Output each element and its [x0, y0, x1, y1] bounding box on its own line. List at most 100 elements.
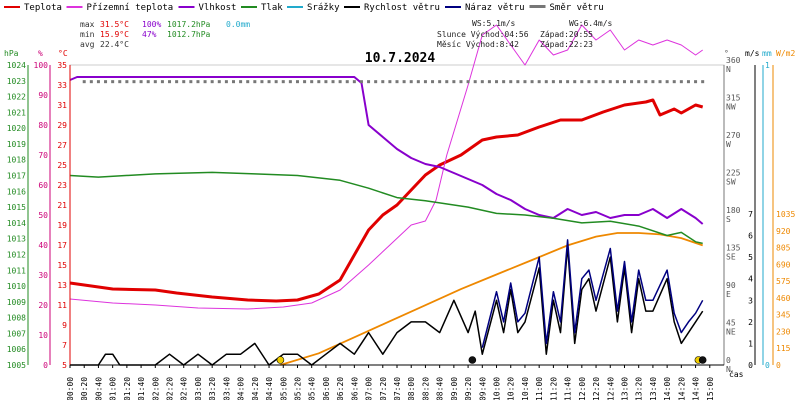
x-tick-label: 09:40: [478, 377, 487, 400]
tick-label-deg: 90: [726, 281, 736, 290]
series-line: [69, 76, 704, 225]
series-line: [69, 171, 703, 245]
x-tick-label: 04:00: [237, 377, 246, 400]
tick-label-hpa: 1009: [7, 298, 26, 307]
tick-label-pct: 40: [38, 241, 48, 250]
direction-dot: [232, 80, 235, 84]
direction-dot: [665, 80, 669, 84]
tick-label-hpa: 1014: [7, 219, 26, 228]
tick-label-deg: 225: [726, 169, 741, 178]
x-tick-label: 03:40: [222, 377, 231, 400]
tick-label-hpa: 1021: [7, 108, 26, 117]
direction-dot: [573, 80, 577, 84]
direction-dot: [679, 80, 683, 84]
unit-degc: °C: [58, 49, 68, 58]
tick-label-ms: 4: [748, 275, 753, 284]
tick-label-dir: NW: [726, 103, 736, 112]
tick-label-hpa: 1006: [7, 345, 26, 354]
direction-dot: [217, 80, 221, 84]
tick-label-pct: 0: [43, 361, 48, 370]
unit-ms: m/s: [745, 49, 760, 58]
tick-label-pct: 60: [38, 181, 48, 190]
chart-title: 10.7.2024: [365, 51, 436, 66]
tick-label-ms: 7: [748, 210, 753, 219]
tick-label-pct: 100: [34, 61, 49, 70]
tick-label-degc: 17: [57, 241, 67, 250]
x-tick-label: 05:00: [279, 377, 288, 400]
tick-label-degc: 11: [57, 301, 67, 310]
axis-unit-labels: hPa % °C ° m/s mm W/m2 čas: [4, 49, 795, 379]
direction-dot: [431, 80, 435, 84]
direction-dot: [132, 80, 136, 84]
tick-label-hpa: 1012: [7, 250, 26, 259]
direction-dot: [160, 80, 164, 84]
event-marker: [468, 356, 477, 364]
direction-dot: [310, 80, 314, 84]
x-tick-label: 11:00: [535, 377, 544, 400]
unit-deg: °: [724, 49, 729, 58]
x-tick-label: 09:00: [450, 377, 459, 400]
tick-label-degc: 19: [57, 221, 67, 230]
tick-label-deg: 270: [726, 131, 741, 140]
tick-label-ms: 1: [748, 339, 753, 348]
direction-dot: [473, 80, 477, 84]
x-tick-label: 03:00: [194, 377, 203, 400]
direction-dot: [409, 80, 413, 84]
direction-dot: [246, 80, 250, 84]
tick-label-wm2: 920: [776, 227, 791, 236]
legend-label: Směr větru: [550, 3, 604, 13]
tick-label-degc: 13: [57, 281, 67, 290]
direction-dot: [480, 80, 484, 84]
tick-label-degc: 25: [57, 161, 67, 170]
x-axis-ticks: 00:00 00:20 00:40 01:00 01:20 01:40 02:00 02:20…: [66, 365, 715, 400]
info-moonrise: Měsíc Východ:8:42: [437, 40, 519, 49]
direction-dot: [196, 80, 200, 84]
tick-label-wm2: 690: [776, 260, 791, 269]
direction-dot: [658, 80, 662, 84]
unit-pct: %: [38, 49, 43, 58]
x-tick-label: 07:00: [365, 377, 374, 400]
stat-max-label: max: [80, 20, 95, 29]
legend-label: Srážky: [307, 3, 340, 13]
tick-label-pct: 10: [38, 331, 48, 340]
direction-dot: [281, 80, 285, 84]
direction-dot: [381, 80, 385, 84]
direction-dot: [295, 80, 299, 84]
tick-label-hpa: 1024: [7, 61, 26, 70]
tick-label-hpa: 1023: [7, 77, 26, 86]
legend-label: Vlhkost: [199, 3, 237, 13]
x-tick-label: 05:20: [293, 377, 302, 400]
tick-label-pct: 50: [38, 211, 48, 220]
x-tick-label: 08:00: [407, 377, 416, 400]
x-tick-label: 04:20: [251, 377, 260, 400]
tick-label-pct: 90: [38, 91, 48, 100]
series-line: [481, 239, 704, 348]
x-tick-label: 11:20: [549, 377, 558, 400]
stat-min-press: 1012.7hPa: [167, 30, 211, 39]
direction-dot: [701, 80, 705, 84]
event-marker: [698, 356, 707, 364]
legend-swatch: [529, 5, 546, 8]
tick-label-hpa: 1010: [7, 282, 26, 291]
info-wind-gust: WG:6.4m/s: [569, 19, 613, 28]
legend-label: Tlak: [261, 3, 283, 13]
stat-min-label: min: [80, 30, 95, 39]
direction-dot: [537, 80, 541, 84]
direction-dot: [566, 80, 570, 84]
x-tick-label: 14:40: [692, 377, 701, 400]
legend-label: Teplota: [24, 3, 62, 13]
tick-label-ms: 0: [748, 361, 753, 370]
direction-dot: [495, 80, 499, 84]
tick-label-degc: 29: [57, 121, 67, 130]
x-tick-label: 08:40: [436, 377, 445, 400]
tick-label-deg: 0: [726, 356, 731, 365]
x-tick-label: 00:20: [80, 377, 89, 400]
direction-dot: [338, 80, 342, 84]
x-tick-label: 02:20: [166, 377, 175, 400]
tick-label-degc: 7: [62, 341, 67, 350]
solar-radiation-area: [280, 232, 703, 366]
x-tick-label: 05:40: [308, 377, 317, 400]
series-line: [70, 245, 704, 366]
tick-label-wm2: 0: [776, 361, 781, 370]
